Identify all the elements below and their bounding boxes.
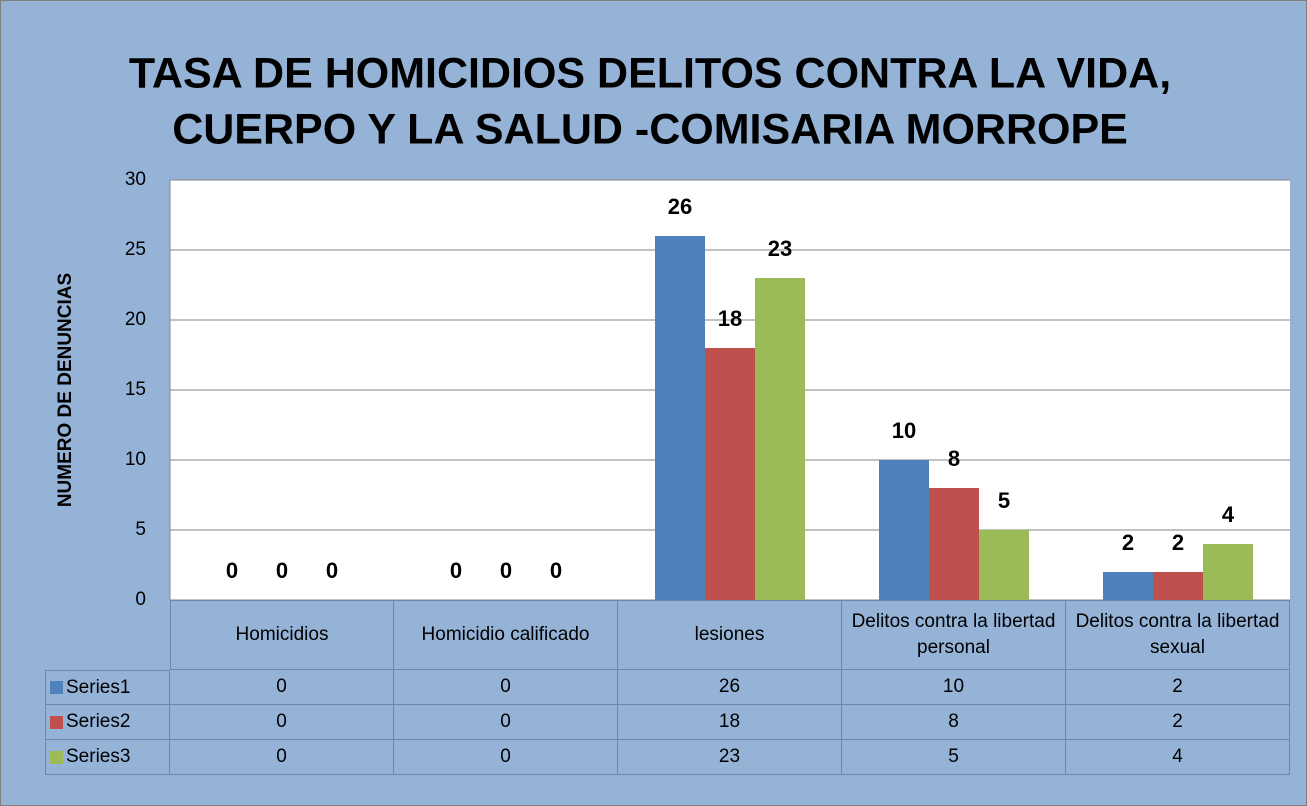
bar [1103, 572, 1153, 600]
bar [655, 236, 705, 600]
table-value: 23 [618, 740, 842, 775]
category-label: Homicidio calificado [394, 600, 618, 670]
table-value: 10 [842, 670, 1066, 705]
y-tick-label: 30 [125, 169, 146, 190]
data-label: 18 [718, 306, 742, 331]
chart-title: TASA DE HOMICIDIOS DELITOS CONTRA LA VID… [129, 49, 1171, 97]
bar [1153, 572, 1203, 600]
table-value: 18 [618, 705, 842, 740]
y-axis-title: NUMERO DE DENUNCIAS [55, 273, 76, 507]
table-corner [45, 600, 170, 670]
data-label: 23 [768, 236, 792, 261]
legend-entry: Series1 [45, 670, 170, 705]
legend-swatch [50, 681, 63, 694]
table-value: 5 [842, 740, 1066, 775]
bar [979, 530, 1029, 600]
table-value: 0 [170, 740, 394, 775]
data-label: 4 [1222, 502, 1235, 527]
legend-entry: Series2 [45, 705, 170, 740]
y-tick-label: 0 [135, 589, 146, 610]
category-label: Delitos contra la libertad personal [842, 600, 1066, 670]
bar [755, 278, 805, 600]
y-tick-label: 5 [135, 519, 146, 540]
data-label: 0 [550, 558, 562, 583]
legend-label: Series3 [66, 746, 131, 767]
table-value: 2 [1066, 670, 1290, 705]
bar [879, 460, 929, 600]
data-label: 5 [998, 488, 1010, 513]
bar [1203, 544, 1253, 600]
table-value: 0 [394, 670, 618, 705]
y-tick-label: 15 [125, 379, 146, 400]
table-value: 0 [394, 705, 618, 740]
bar [929, 488, 979, 600]
data-label: 0 [450, 558, 462, 583]
table-value: 0 [170, 670, 394, 705]
table-value: 0 [394, 740, 618, 775]
legend-label: Series2 [66, 711, 131, 732]
data-label: 10 [892, 418, 916, 443]
data-label: 2 [1122, 530, 1134, 555]
data-label: 2 [1172, 530, 1184, 555]
data-label: 0 [326, 558, 338, 583]
legend-label: Series1 [66, 676, 131, 698]
data-label: 0 [276, 558, 288, 583]
data-label: 26 [668, 194, 692, 219]
data-label: 0 [226, 558, 238, 583]
category-label: Delitos contra la libertad sexual [1066, 600, 1290, 670]
table-value: 0 [170, 705, 394, 740]
table-value: 8 [842, 705, 1066, 740]
table-value: 4 [1066, 740, 1290, 775]
category-label: lesiones [618, 600, 842, 670]
category-label: Homicidios [170, 600, 394, 670]
bar [705, 348, 755, 600]
legend-swatch [50, 750, 63, 764]
data-label: 8 [948, 446, 960, 471]
y-tick-label: 25 [125, 239, 146, 260]
legend-swatch [50, 715, 63, 729]
data-table: Homicidios Homicidio calificado lesiones De… [45, 600, 1290, 775]
chart-title: CUERPO Y LA SALUD -COMISARIA MORROPE [172, 105, 1128, 153]
legend-entry: Series3 [45, 740, 170, 775]
y-tick-label: 20 [125, 309, 146, 330]
table-value: 2 [1066, 705, 1290, 740]
y-tick-label: 10 [125, 449, 146, 470]
table-value: 26 [618, 670, 842, 705]
data-label: 0 [500, 558, 512, 583]
